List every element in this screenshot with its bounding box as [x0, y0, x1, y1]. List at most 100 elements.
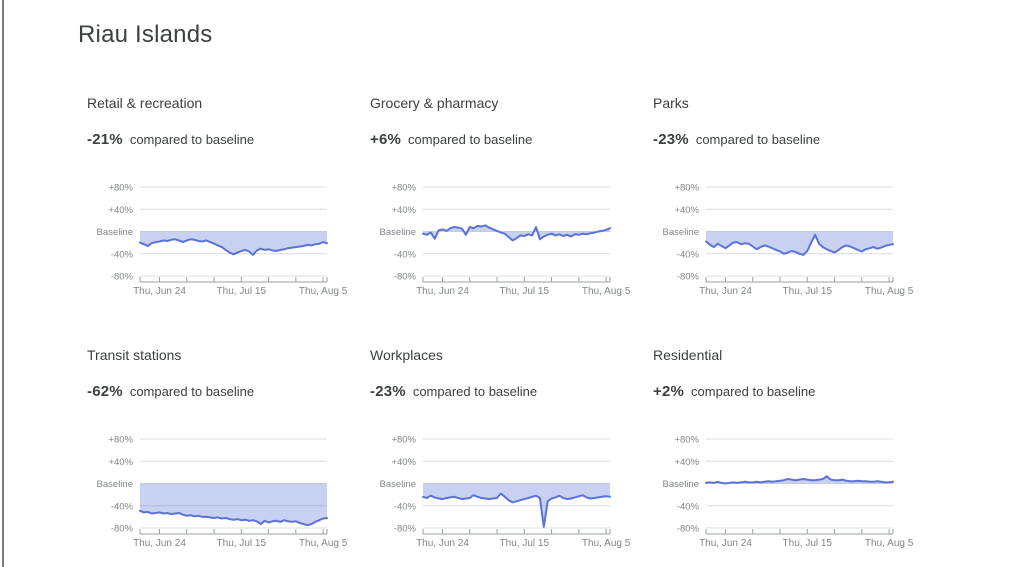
y-axis-tick-label: +80%	[674, 183, 699, 194]
y-axis-tick-label: +40%	[674, 205, 699, 216]
y-axis-tick-label: -80%	[111, 524, 134, 535]
mobility-chart: +80% +40% Baseline -40% -80% Thu, Jun 24 Thu, …	[653, 179, 914, 299]
series-fill	[140, 231, 327, 255]
x-axis-tick-label: Thu, Jul 15	[783, 286, 833, 297]
chart-card-transit-stations: Transit stations -62% compared to baselin…	[87, 347, 348, 551]
charts-grid: Retail & recreation -21% compared to base…	[87, 95, 1024, 551]
y-axis-tick-label: -40%	[677, 501, 700, 512]
compared-label: compared to baseline	[695, 132, 821, 147]
percent-change: -23%	[370, 383, 406, 400]
x-axis-tick-label: Thu, Aug 5	[582, 538, 631, 549]
mobility-chart: +80% +40% Baseline -40% -80% Thu, Jun 24 Thu, …	[87, 179, 348, 299]
compared-label: compared to baseline	[691, 384, 816, 399]
report-page: Riau Islands Retail & recreation -21% com…	[78, 21, 1024, 551]
y-axis-tick-label: Baseline	[380, 479, 416, 490]
chart-svg: +80% +40% Baseline -40% -80% Thu, Jun 24 Thu, …	[380, 435, 631, 550]
chart-svg: +80% +40% Baseline -40% -80% Thu, Jun 24 Thu, …	[97, 183, 348, 298]
headline: -23% compared to baseline	[370, 383, 616, 401]
percent-change: -62%	[87, 383, 123, 400]
x-axis-tick-label: Thu, Jul 15	[500, 286, 550, 297]
series-line	[705, 233, 894, 256]
y-axis-tick-label: +40%	[108, 205, 133, 216]
series-line	[422, 492, 611, 528]
x-axis-tick-label: Thu, Aug 5	[582, 286, 631, 297]
headline: -23% compared to baseline	[653, 131, 899, 149]
chart-card-retail-recreation: Retail & recreation -21% compared to base…	[87, 95, 348, 299]
x-axis-tick-label: Thu, Jun 24	[416, 286, 469, 297]
x-axis-tick-label: Thu, Aug 5	[299, 538, 348, 549]
chart-card-grocery-pharmacy: Grocery & pharmacy +6% compared to baseli…	[370, 95, 631, 299]
series-fill	[423, 483, 610, 527]
chart-card-parks: Parks -23% compared to baseline +80% +40% B…	[653, 95, 914, 299]
category-title: Retail & recreation	[87, 95, 203, 111]
x-axis-tick-label: Thu, Jun 24	[699, 286, 752, 297]
percent-change: -23%	[653, 131, 689, 148]
category-title: Workplaces	[370, 347, 443, 363]
y-axis-tick-label: Baseline	[380, 227, 416, 238]
y-axis-tick-label: -40%	[111, 501, 134, 512]
x-axis-tick-label: Thu, Jul 15	[217, 538, 267, 549]
compared-label: compared to baseline	[412, 384, 538, 399]
page-left-border	[2, 0, 4, 567]
y-axis-tick-label: +80%	[391, 183, 416, 194]
headline: -21% compared to baseline	[87, 131, 333, 149]
chart-card-residential: Residential +2% compared to baseline +80%…	[653, 347, 914, 551]
y-axis-tick-label: +80%	[108, 435, 133, 446]
x-axis-tick-label: Thu, Jun 24	[133, 286, 186, 297]
y-axis-tick-label: -40%	[394, 249, 417, 260]
y-axis-tick-label: -80%	[394, 524, 417, 535]
y-axis-tick-label: -80%	[677, 272, 700, 283]
chart-svg: +80% +40% Baseline -40% -80% Thu, Jun 24 Thu, …	[663, 183, 914, 298]
series-line	[139, 238, 328, 256]
x-axis-tick-label: Thu, Jul 15	[500, 538, 550, 549]
y-axis-tick-label: +40%	[391, 205, 416, 216]
headline: -62% compared to baseline	[87, 383, 333, 401]
page-title: Riau Islands	[78, 21, 213, 48]
y-axis-tick-label: -80%	[677, 524, 700, 535]
mobility-chart: +80% +40% Baseline -40% -80% Thu, Jun 24 Thu, …	[87, 431, 348, 551]
x-axis-tick-label: Thu, Jul 15	[217, 286, 267, 297]
x-axis-tick-label: Thu, Jul 15	[783, 538, 833, 549]
category-title: Transit stations	[87, 347, 182, 363]
x-axis-tick-label: Thu, Aug 5	[865, 286, 914, 297]
x-axis-tick-label: Thu, Aug 5	[865, 538, 914, 549]
headline: +6% compared to baseline	[370, 131, 616, 149]
headline: +2% compared to baseline	[653, 383, 899, 401]
y-axis-tick-label: -40%	[677, 249, 700, 260]
percent-change: -21%	[87, 131, 123, 148]
mobility-chart: +80% +40% Baseline -40% -80% Thu, Jun 24 Thu, …	[370, 431, 631, 551]
mobility-chart: +80% +40% Baseline -40% -80% Thu, Jun 24 Thu, …	[653, 431, 914, 551]
compared-label: compared to baseline	[408, 132, 533, 147]
y-axis-tick-label: Baseline	[97, 479, 133, 490]
y-axis-tick-label: +40%	[391, 457, 416, 468]
series-fill	[706, 231, 893, 255]
x-axis-tick-label: Thu, Jun 24	[699, 538, 752, 549]
chart-svg: +80% +40% Baseline -40% -80% Thu, Jun 24 Thu, …	[97, 435, 348, 550]
series-line	[705, 475, 894, 485]
series-line	[139, 509, 328, 527]
y-axis-tick-label: -40%	[394, 501, 417, 512]
y-axis-tick-label: Baseline	[663, 227, 699, 238]
percent-change: +2%	[653, 383, 685, 400]
y-axis-tick-label: +40%	[674, 457, 699, 468]
mobility-chart: +80% +40% Baseline -40% -80% Thu, Jun 24 Thu, …	[370, 179, 631, 299]
compared-label: compared to baseline	[129, 132, 255, 147]
category-title: Parks	[653, 95, 689, 111]
y-axis-tick-label: -40%	[111, 249, 134, 260]
chart-svg: +80% +40% Baseline -40% -80% Thu, Jun 24 Thu, …	[380, 183, 631, 298]
chart-card-workplaces: Workplaces -23% compared to baseline +80%…	[370, 347, 631, 551]
chart-svg: +80% +40% Baseline -40% -80% Thu, Jun 24 Thu, …	[663, 435, 914, 550]
y-axis-tick-label: +40%	[108, 457, 133, 468]
x-axis-tick-label: Thu, Aug 5	[299, 286, 348, 297]
x-axis-tick-label: Thu, Jun 24	[133, 538, 186, 549]
y-axis-tick-label: -80%	[111, 272, 134, 283]
y-axis-tick-label: +80%	[674, 435, 699, 446]
percent-change: +6%	[370, 131, 402, 148]
compared-label: compared to baseline	[129, 384, 255, 399]
y-axis-tick-label: -80%	[394, 272, 417, 283]
y-axis-tick-label: +80%	[391, 435, 416, 446]
y-axis-tick-label: Baseline	[97, 227, 133, 238]
y-axis-tick-label: Baseline	[663, 479, 699, 490]
category-title: Grocery & pharmacy	[370, 95, 499, 111]
series-line	[422, 224, 611, 242]
